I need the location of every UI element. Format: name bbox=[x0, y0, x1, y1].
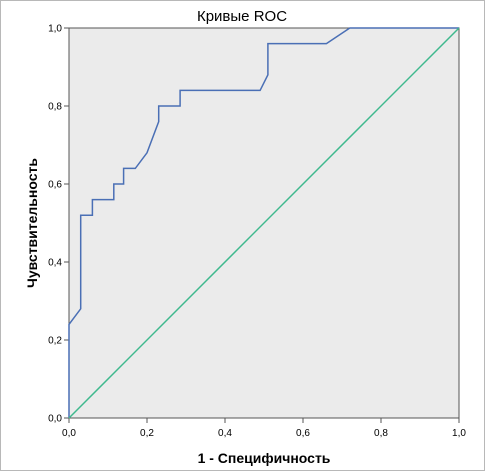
y-tick-label: 0,8 bbox=[48, 102, 62, 113]
roc-curve-line bbox=[68, 27, 459, 418]
y-tick-label: 1,0 bbox=[48, 24, 62, 35]
chart-title: Кривые ROC bbox=[197, 8, 287, 25]
y-axis-ticks: 0,0 0,2 0,4 0,6 0,8 1,0 bbox=[48, 24, 69, 425]
x-axis-label: 1 - Специфичность bbox=[198, 450, 331, 466]
y-tick-label: 0,6 bbox=[48, 180, 62, 191]
x-tick-label: 0,2 bbox=[140, 428, 154, 439]
y-axis-label: Чувствительность bbox=[24, 158, 40, 288]
series-layer bbox=[68, 27, 460, 419]
x-axis-ticks: 0,0 0,2 0,4 0,6 0,8 1,0 bbox=[62, 418, 466, 439]
x-tick-label: 1,0 bbox=[452, 428, 466, 439]
y-tick-label: 0,4 bbox=[48, 258, 62, 269]
y-tick-label: 0,0 bbox=[48, 414, 62, 425]
x-tick-label: 0,4 bbox=[218, 428, 232, 439]
x-tick-label: 0,8 bbox=[374, 428, 388, 439]
x-tick-label: 0,0 bbox=[62, 428, 76, 439]
y-tick-label: 0,2 bbox=[48, 336, 62, 347]
reference-diagonal-line bbox=[68, 27, 460, 419]
x-tick-label: 0,6 bbox=[296, 428, 310, 439]
